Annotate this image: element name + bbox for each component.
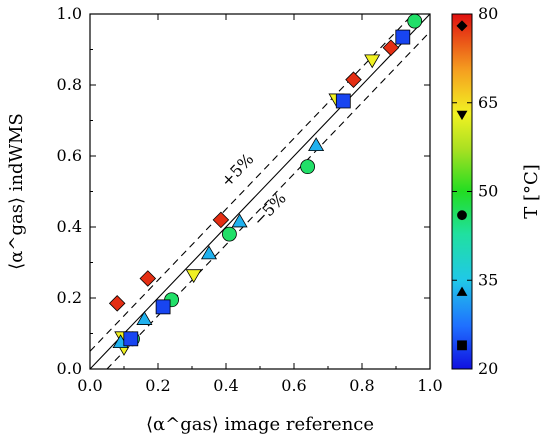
data-point-diamond xyxy=(139,270,157,287)
axes: 0.0 0.2 0.4 0.6 0.8 1.0 0.0 0.2 0.4 0.6 0.8 1.0 xyxy=(57,4,443,395)
x-tick-label: 0.6 xyxy=(281,376,306,395)
colorbar-marker-diamond xyxy=(456,20,468,32)
y-tick-label: 1.0 xyxy=(57,4,82,23)
colorbar-tick-label: 65 xyxy=(478,93,498,112)
colorbar-marker-triangle-down xyxy=(456,110,468,121)
data-point-diamond xyxy=(382,39,400,56)
data-point-circle xyxy=(221,226,237,242)
data-point-triangle-up xyxy=(231,213,248,228)
data-point-square xyxy=(335,93,351,109)
x-tick-label: 0.4 xyxy=(213,376,238,395)
colorbar-marker-circle xyxy=(457,210,467,221)
x-tick-label: 0.2 xyxy=(145,376,170,395)
data-markers xyxy=(108,13,423,356)
y-axis-title: ⟨α^gas⟩ indWMS xyxy=(6,113,27,270)
y-tick-label: 0.6 xyxy=(57,146,82,165)
colorbar-tick-label: 35 xyxy=(478,270,498,289)
colorbar-tick-label: 80 xyxy=(478,4,498,23)
y-tick-label: 0.8 xyxy=(57,75,82,94)
data-point-triangle-up xyxy=(200,245,218,260)
colorbar-tick-label: 50 xyxy=(478,182,498,201)
data-point-square xyxy=(155,299,171,315)
x-tick-label: 1.0 xyxy=(417,376,442,395)
data-point-diamond xyxy=(108,295,126,312)
data-point-triangle-up xyxy=(136,311,153,325)
data-point-diamond xyxy=(212,211,230,229)
identity-line xyxy=(90,14,430,369)
data-point-triangle-up xyxy=(308,137,325,152)
y-tick-label: 0.4 xyxy=(57,217,82,236)
data-point-triangle-down xyxy=(364,54,381,69)
data-point-triangle-down xyxy=(185,269,202,284)
colorbar-marker-triangle-up xyxy=(456,286,468,296)
data-point-square xyxy=(123,331,139,347)
data-point-square xyxy=(395,29,411,45)
x-axis-title: ⟨α^gas⟩ image reference xyxy=(146,414,374,435)
colorbar: 20 35 50 65 80 xyxy=(451,4,498,378)
y-tick-label: 0.2 xyxy=(57,288,82,307)
data-point-diamond xyxy=(345,71,362,88)
colorbar-tick-label: 20 xyxy=(478,359,498,378)
data-point-circle xyxy=(407,13,423,29)
data-point-circle xyxy=(300,159,316,175)
x-tick-label: 0.8 xyxy=(349,376,374,395)
colorbar-marker-square xyxy=(457,340,467,351)
colorbar-title: T [°C] xyxy=(521,164,542,219)
minus-5-percent-line xyxy=(106,31,430,369)
x-tick-label: 0.0 xyxy=(77,376,102,395)
y-tick-label: 0.0 xyxy=(57,359,82,378)
